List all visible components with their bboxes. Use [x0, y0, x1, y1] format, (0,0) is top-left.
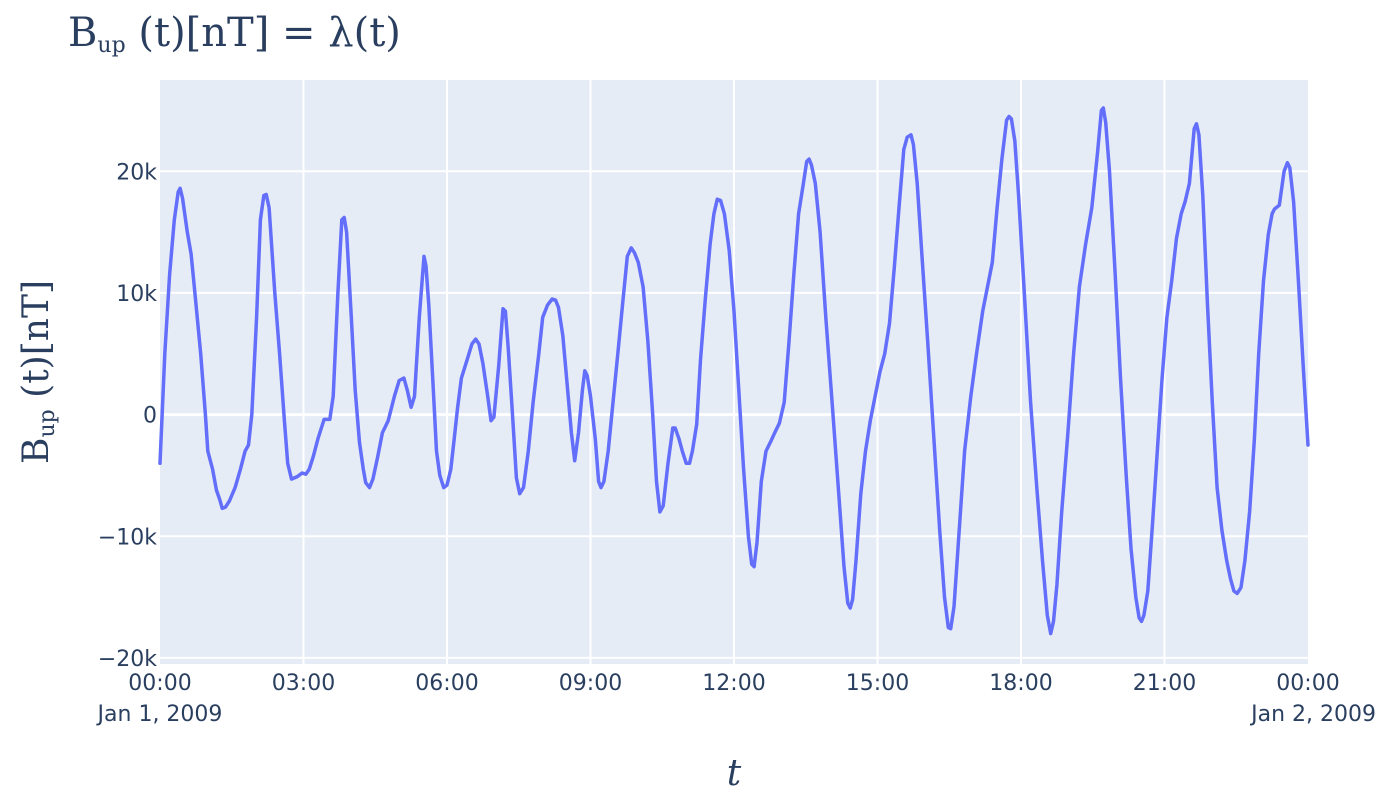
y-tick-label: −20k — [98, 647, 157, 672]
y-axis-label-subscript: up — [35, 409, 60, 437]
x-tick-label: 06:00 — [415, 671, 478, 696]
x-tick-date-label: Jan 2, 2009 — [1249, 702, 1376, 727]
y-axis-label: Bup (t)[nT] — [16, 280, 60, 464]
x-tick-label: 12:00 — [702, 671, 765, 696]
x-tick-label: 18:00 — [989, 671, 1052, 696]
chart-title-rest: (t)[nT] = λ(t) — [126, 10, 401, 56]
y-tick-label: 10k — [116, 282, 157, 307]
y-tick-labels: −20k −10k 0 10k 20k — [98, 160, 157, 672]
y-tick-label: 0 — [143, 404, 157, 429]
y-axis-label-main: B — [16, 438, 57, 464]
x-tick-label: 21:00 — [1133, 671, 1196, 696]
x-tick-label: 00:00 — [128, 671, 191, 696]
x-tick-label: 00:00 — [1276, 671, 1339, 696]
y-tick-label: 20k — [116, 160, 157, 185]
x-axis-label: t — [727, 753, 742, 794]
y-axis-label-rest: (t)[nT] — [16, 280, 57, 409]
x-tick-date-label: Jan 1, 2009 — [96, 702, 223, 727]
x-tick-labels: 00:00 Jan 1, 2009 03:00 06:00 09:00 12:00 15:0… — [96, 671, 1376, 727]
x-tick-label: 03:00 — [272, 671, 335, 696]
chart-title-subscript: up — [97, 33, 125, 58]
chart-title-main: B — [68, 10, 97, 56]
data-series — [158, 106, 1310, 636]
series-line — [158, 106, 1310, 636]
y-tick-label: −10k — [98, 525, 157, 550]
x-tick-label: 09:00 — [559, 671, 622, 696]
chart-title: Bup (t)[nT] = λ(t) — [68, 10, 401, 58]
x-gridlines — [302, 80, 1166, 664]
x-tick-label: 15:00 — [846, 671, 909, 696]
